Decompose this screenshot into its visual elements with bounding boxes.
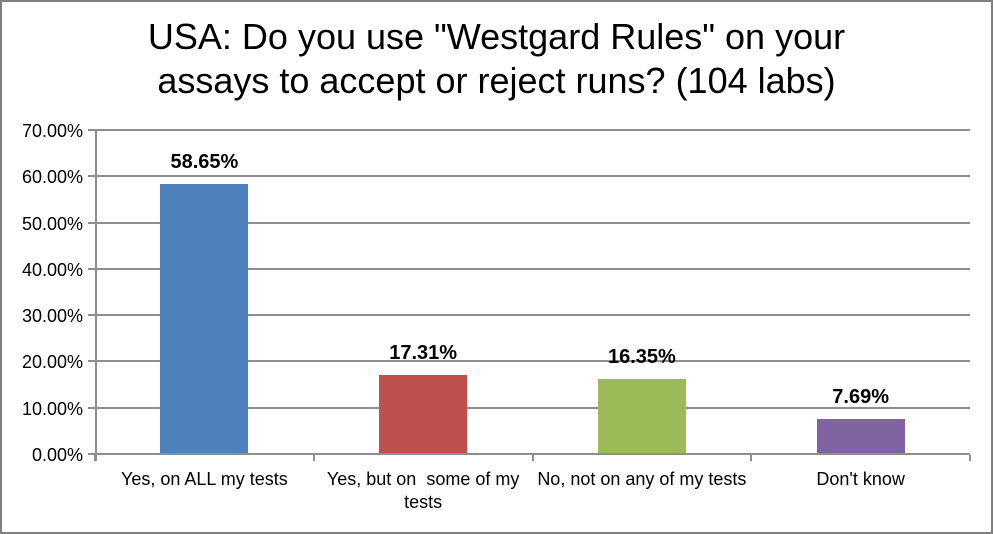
data-label: 17.31% bbox=[389, 341, 458, 364]
y-axis-tick-mark bbox=[88, 314, 95, 317]
bar bbox=[597, 379, 686, 453]
y-axis-tick-label: 50.00% bbox=[21, 213, 83, 234]
y-axis-tick-label: 70.00% bbox=[21, 121, 83, 141]
y-axis-tick-mark bbox=[88, 221, 95, 224]
gridline bbox=[95, 267, 970, 270]
x-axis-tick-mark bbox=[312, 455, 315, 461]
y-axis-tick-mark bbox=[88, 175, 95, 178]
gridline bbox=[95, 406, 970, 409]
x-axis-category-label: Yes, but on some of my tests bbox=[326, 469, 525, 512]
y-axis-tick-label: 20.00% bbox=[21, 352, 83, 373]
bar bbox=[379, 374, 468, 453]
x-axis-category-label: Don't know bbox=[816, 469, 905, 489]
chart-title-line-1: USA: Do you use "Westgard Rules" on your bbox=[147, 16, 846, 57]
gridline bbox=[95, 360, 970, 363]
y-axis-tick-mark bbox=[88, 406, 95, 409]
y-axis-tick-label: 40.00% bbox=[21, 259, 83, 280]
y-axis-tick-mark bbox=[88, 360, 95, 363]
gridline bbox=[95, 314, 970, 317]
gridline bbox=[95, 175, 970, 178]
y-axis-tick-mark bbox=[88, 453, 95, 455]
x-axis-line bbox=[95, 453, 970, 455]
bar bbox=[816, 419, 905, 453]
chart-title: USA: Do you use "Westgard Rules" on your… bbox=[47, 15, 947, 103]
gridline bbox=[95, 129, 970, 131]
x-axis-category-label: No, not on any of my tests bbox=[537, 469, 747, 489]
x-axis-tick-mark bbox=[969, 455, 971, 461]
data-label: 58.65% bbox=[170, 150, 239, 173]
y-axis-tick-label: 0.00% bbox=[31, 445, 83, 465]
gridline bbox=[95, 221, 970, 224]
y-axis-tick-label: 60.00% bbox=[21, 167, 83, 188]
x-axis-tick-mark bbox=[531, 455, 534, 461]
y-axis-line bbox=[95, 131, 97, 461]
y-axis-tick-label: 10.00% bbox=[21, 398, 83, 419]
bar bbox=[160, 183, 249, 453]
data-label: 7.69% bbox=[832, 386, 889, 409]
data-label: 16.35% bbox=[607, 346, 676, 369]
chart-title-line-2: assays to accept or reject runs? (104 la… bbox=[157, 59, 836, 101]
x-axis-tick-mark bbox=[94, 455, 96, 461]
y-axis-tick-mark bbox=[88, 267, 95, 270]
y-axis-tick-label: 30.00% bbox=[21, 306, 83, 327]
x-axis-tick-mark bbox=[750, 455, 753, 461]
x-axis-category-label: Yes, on ALL my tests bbox=[120, 469, 288, 489]
y-axis-tick-mark bbox=[88, 129, 95, 131]
